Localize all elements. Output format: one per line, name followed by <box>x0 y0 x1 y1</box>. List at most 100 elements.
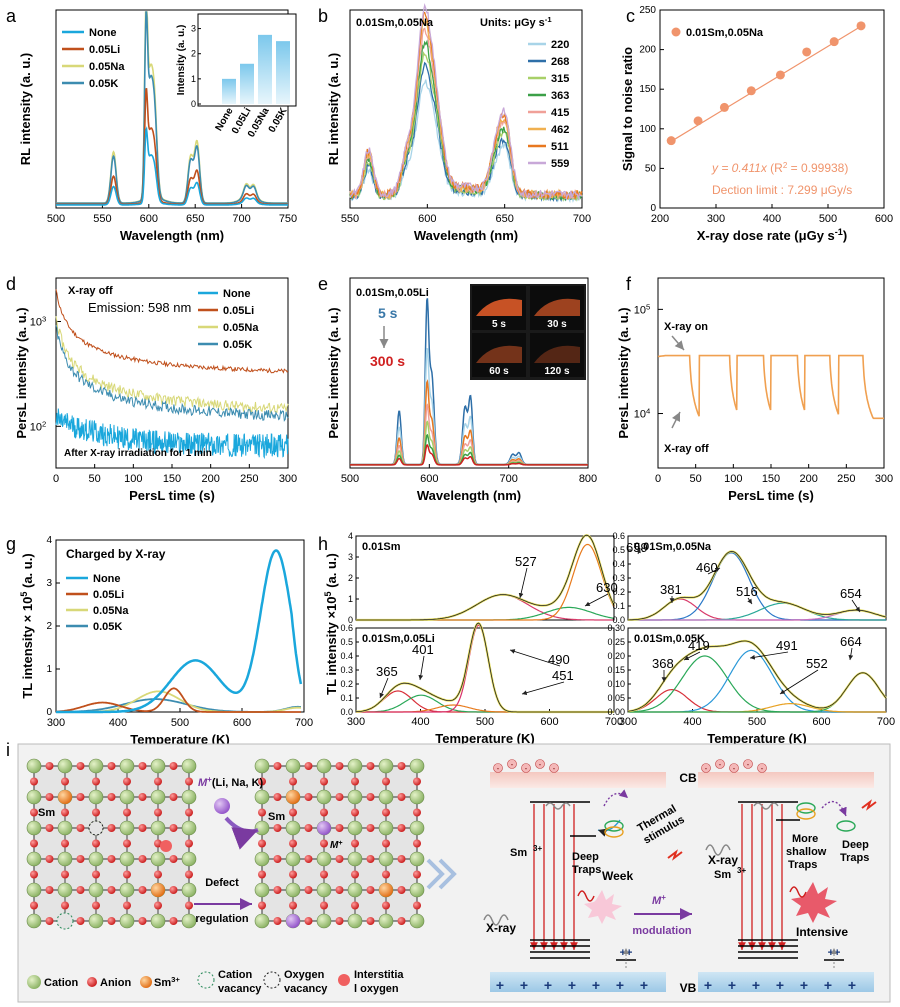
cation-atom <box>285 851 301 867</box>
y-tick-label: 1 <box>348 594 353 604</box>
cation-atom <box>378 789 394 805</box>
anion-atom <box>304 824 313 832</box>
x-tick-label: 700 <box>232 213 250 225</box>
anion-atom <box>304 762 313 770</box>
emission-wave-icon <box>789 886 807 898</box>
panel-label-i: i <box>6 740 10 760</box>
cation-atom <box>150 820 166 836</box>
x-tick-label: 250 <box>240 473 258 485</box>
interstitial-oxygen <box>160 840 172 852</box>
rl-dose-curve-315 <box>349 51 583 202</box>
legend-label: 0.05Na <box>223 322 259 334</box>
anion-atom <box>138 793 147 801</box>
inset-time-label: 5 s <box>492 319 506 330</box>
cation-atom <box>57 758 73 774</box>
y-axis-label: TL intensity × 105 (a. u.) <box>19 553 35 698</box>
y-tick-label: 103 <box>30 314 47 329</box>
anion-atom <box>92 808 100 817</box>
cation-atom <box>26 851 42 867</box>
anion-atom <box>45 886 54 894</box>
anion-atom <box>123 870 131 879</box>
emission-note: Emission: 598 nm <box>88 300 191 315</box>
cation-atom <box>409 913 425 929</box>
deep-traps-label-2: Traps <box>840 852 869 864</box>
x-tick-label: 600 <box>540 716 558 728</box>
x-axis-label: Wavelength (nm) <box>120 228 224 243</box>
x-tick-label: 100 <box>724 473 742 485</box>
inset-y-tick-label: 1 <box>191 74 196 84</box>
x-tick-label: 250 <box>837 473 855 485</box>
y-tick-label: 0.15 <box>607 665 625 675</box>
anion-atom <box>61 777 69 786</box>
legend-label: 511 <box>551 141 569 153</box>
cation-atom <box>316 882 332 898</box>
anion-atom <box>273 886 282 894</box>
y-tick-label: 0.20 <box>607 651 625 661</box>
cation-atom <box>181 851 197 867</box>
y-tick-label: 0.0 <box>612 615 625 625</box>
legend-text: Oxygen <box>284 969 325 981</box>
regulation-label: regulation <box>195 913 248 925</box>
persl-decay-0.05Li <box>55 289 289 374</box>
h-subplot-2: 0.0 0.1 0.2 0.3 0.4 0.5 0.6 300 400 500 600 700 Temp… <box>340 621 623 746</box>
afterglow-glow <box>476 345 522 363</box>
anion-atom <box>351 839 359 848</box>
x-tick-label: 500 <box>819 213 837 225</box>
x-tick-label: 300 <box>707 213 725 225</box>
cation-atom <box>26 758 42 774</box>
plot-frame-c <box>659 9 885 209</box>
legend-label: None <box>89 27 117 39</box>
anion-atom <box>382 777 390 786</box>
y-tick-label: 0 <box>650 203 656 214</box>
anion-atom <box>123 901 131 910</box>
peak-label-arrow <box>747 597 753 605</box>
cation-atom <box>254 820 270 836</box>
anion-atom <box>413 808 421 817</box>
y-tick-label: 0.5 <box>612 545 625 555</box>
y-tick-label: 3 <box>348 552 353 562</box>
inset-time-label: 60 s <box>489 366 509 377</box>
rl-dose-curve-511 <box>349 11 583 201</box>
afterglow-glow <box>534 298 580 316</box>
anion-atom <box>76 793 85 801</box>
rl-curve-None <box>56 126 288 206</box>
x-tick-label: 100 <box>124 473 142 485</box>
detrap-arrow <box>603 789 629 807</box>
legend-label: 0.01Sm,0.05Na <box>686 27 764 39</box>
x-axis-label: Wavelength (nm) <box>414 228 518 243</box>
weak-burst-icon <box>584 890 622 924</box>
y-tick-label: 100 <box>639 124 656 135</box>
cation-atom <box>285 820 301 836</box>
plot-frame-b <box>349 9 583 209</box>
persl-decay-0.05Na <box>55 316 289 414</box>
cation-atom <box>26 882 42 898</box>
sm-atom <box>58 790 72 804</box>
legend-sm <box>140 976 152 988</box>
peak-label: 451 <box>552 668 574 683</box>
anion-atom <box>61 839 69 848</box>
anion-atom <box>92 777 100 786</box>
cation-atom <box>181 913 197 929</box>
x-tick-label: 300 <box>279 473 297 485</box>
anion-atom <box>154 901 162 910</box>
anion-atom <box>320 777 328 786</box>
snr-point <box>775 70 785 80</box>
x-tick-label: 200 <box>799 473 817 485</box>
y-tick-label: 0 <box>46 707 52 718</box>
anion-atom <box>258 839 266 848</box>
cation-atom <box>119 851 135 867</box>
legend-text: l oxygen <box>354 983 399 995</box>
cation-atom <box>26 913 42 929</box>
rl-dose-curve-415 <box>349 27 583 201</box>
peak-label: 401 <box>412 642 434 657</box>
snr-point <box>802 47 812 57</box>
axes-e: 500 600 700 800 Wavelength (nm) PersL intensi… <box>326 277 597 503</box>
subplot-title: 0.01Sm,0.05Na <box>634 541 712 553</box>
x-tick-label: 600 <box>233 717 251 729</box>
time-start-label: 5 s <box>378 305 398 321</box>
electron-sign: - <box>747 760 750 769</box>
cation-atom <box>285 882 301 898</box>
legend-label: None <box>223 288 251 300</box>
anion-atom <box>397 793 406 801</box>
cation-atom <box>316 758 332 774</box>
